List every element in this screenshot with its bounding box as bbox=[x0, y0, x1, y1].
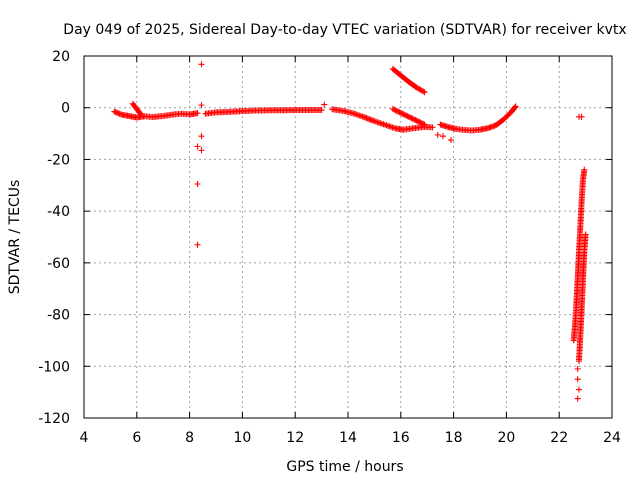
data-point bbox=[574, 376, 581, 383]
y-tick-label: -40 bbox=[47, 204, 70, 220]
data-point bbox=[114, 109, 120, 116]
data-point bbox=[396, 109, 403, 116]
data-point bbox=[511, 104, 518, 111]
data-point bbox=[393, 107, 400, 114]
data-point bbox=[403, 112, 410, 119]
data-point bbox=[194, 110, 201, 117]
data-point bbox=[400, 111, 407, 118]
data-point bbox=[397, 109, 404, 116]
y-tick-label: -100 bbox=[38, 359, 70, 375]
data-point bbox=[420, 120, 427, 127]
y-axis-title: SDTVAR / TECUs bbox=[7, 180, 23, 295]
y-tick-label: -60 bbox=[47, 256, 70, 272]
data-point bbox=[405, 113, 412, 120]
data-point bbox=[115, 110, 122, 117]
x-tick-label: 20 bbox=[497, 430, 515, 446]
data-point bbox=[512, 103, 519, 110]
data-point bbox=[391, 106, 398, 113]
data-point bbox=[418, 120, 425, 127]
x-tick-label: 16 bbox=[392, 430, 410, 446]
data-points bbox=[111, 61, 589, 402]
data-point bbox=[413, 117, 420, 124]
data-point bbox=[318, 107, 325, 114]
data-point bbox=[576, 386, 582, 393]
y-tick-labels: 20 0 -20 -40 -60 -80 -100 -120 bbox=[38, 49, 70, 427]
data-point bbox=[198, 147, 205, 154]
data-point bbox=[409, 115, 416, 122]
y-tick-label: -80 bbox=[47, 308, 70, 324]
data-point bbox=[440, 133, 447, 140]
data-point bbox=[112, 109, 119, 116]
data-point bbox=[392, 107, 399, 114]
data-point bbox=[111, 108, 118, 115]
x-tick-label: 14 bbox=[339, 430, 357, 446]
data-point bbox=[136, 110, 143, 117]
data-point bbox=[574, 365, 581, 372]
data-point bbox=[434, 131, 441, 138]
data-point bbox=[420, 88, 427, 95]
data-point bbox=[198, 102, 205, 109]
data-point bbox=[412, 116, 419, 123]
data-point bbox=[411, 116, 417, 123]
x-axis-title: GPS time / hours bbox=[286, 459, 403, 475]
y-tick-label: -120 bbox=[38, 411, 70, 427]
data-point bbox=[395, 108, 402, 115]
data-point bbox=[404, 113, 411, 120]
x-tick-label: 12 bbox=[286, 430, 304, 446]
data-point bbox=[407, 114, 414, 121]
x-tick-label: 10 bbox=[233, 430, 251, 446]
data-point bbox=[417, 119, 424, 126]
data-point bbox=[194, 143, 201, 150]
x-tick-label: 24 bbox=[603, 430, 621, 446]
data-point bbox=[198, 133, 205, 140]
x-tick-label: 4 bbox=[80, 430, 89, 446]
data-point bbox=[429, 124, 436, 131]
data-point bbox=[408, 115, 415, 122]
data-point bbox=[578, 113, 585, 120]
data-point bbox=[414, 118, 421, 125]
y-tick-label: -20 bbox=[47, 152, 70, 168]
x-tick-label: 22 bbox=[550, 430, 568, 446]
data-point bbox=[389, 106, 396, 113]
data-point bbox=[574, 395, 581, 402]
data-point bbox=[399, 110, 406, 117]
data-point bbox=[321, 101, 328, 108]
data-point bbox=[137, 111, 144, 118]
data-point bbox=[116, 110, 123, 117]
data-point bbox=[194, 241, 201, 248]
data-point bbox=[416, 118, 423, 125]
data-point bbox=[421, 121, 428, 128]
x-tick-label: 8 bbox=[185, 430, 194, 446]
chart-title: Day 049 of 2025, Sidereal Day-to-day VTE… bbox=[63, 22, 626, 38]
data-point bbox=[582, 231, 589, 238]
x-tick-label: 18 bbox=[445, 430, 463, 446]
y-tick-label: 0 bbox=[61, 101, 70, 117]
x-tick-label: 6 bbox=[132, 430, 141, 446]
data-point bbox=[198, 61, 205, 68]
data-point bbox=[581, 166, 588, 173]
axis-ticks bbox=[83, 55, 613, 419]
data-point bbox=[421, 89, 428, 96]
grid bbox=[84, 56, 612, 418]
data-point bbox=[447, 137, 454, 144]
x-tick-labels: 4 6 8 10 12 14 16 18 20 22 24 bbox=[80, 430, 621, 446]
data-point bbox=[401, 111, 408, 118]
data-point bbox=[194, 180, 201, 187]
y-tick-label: 20 bbox=[52, 49, 70, 65]
